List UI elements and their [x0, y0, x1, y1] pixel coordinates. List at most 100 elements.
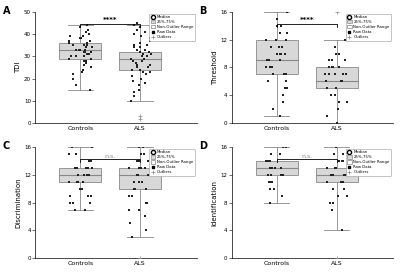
Point: [84, 43, 90, 47]
Point: [88, 165, 95, 170]
Point: [84, 52, 91, 56]
Point: [331, 165, 338, 170]
Point: [264, 79, 271, 84]
Point: [344, 100, 350, 105]
Point: [79, 67, 86, 72]
Point: [67, 34, 73, 38]
Text: n.s.: n.s.: [104, 153, 116, 159]
Y-axis label: Threshold: Threshold: [212, 50, 218, 85]
Point: [88, 65, 94, 70]
Text: ****: ****: [300, 17, 314, 23]
Point: [274, 16, 280, 21]
Point: [70, 200, 76, 205]
Point: [330, 200, 337, 205]
Point: [76, 48, 83, 52]
Bar: [256, 40, 298, 75]
Point: [333, 86, 340, 91]
Point: [131, 186, 138, 191]
Point: [83, 59, 89, 63]
Point: [84, 27, 91, 32]
Point: [142, 81, 148, 85]
Point: [264, 58, 270, 63]
Point: [88, 193, 94, 198]
Point: [134, 21, 140, 25]
Point: [340, 72, 346, 77]
Point: [131, 43, 137, 47]
Point: [339, 159, 346, 163]
Bar: [256, 161, 298, 175]
Point: [84, 173, 90, 177]
Bar: [59, 43, 101, 58]
Point: [274, 51, 280, 56]
Point: [144, 200, 150, 205]
Point: [129, 193, 135, 198]
Point: [139, 70, 146, 74]
Point: [329, 173, 336, 177]
Point: [131, 179, 138, 184]
Point: [331, 72, 338, 77]
Point: [143, 186, 149, 191]
Point: [263, 159, 269, 163]
Point: [340, 159, 347, 163]
Point: [135, 173, 142, 177]
Point: [277, 165, 284, 170]
Point: [333, 165, 340, 170]
Point: [282, 51, 288, 56]
Point: [73, 48, 80, 52]
Point: [69, 145, 76, 149]
Legend: Median, 25%-75%, Non-Outlier Range, Raw Data, Outliers: Median, 25%-75%, Non-Outlier Range, Raw …: [346, 14, 391, 41]
Point: [283, 79, 290, 84]
Point: [278, 165, 284, 170]
Point: [146, 38, 153, 43]
Point: [88, 45, 95, 50]
Point: [82, 207, 88, 212]
Point: [148, 52, 154, 56]
Point: [147, 70, 153, 74]
Point: [75, 173, 81, 177]
Point: [341, 186, 347, 191]
Point: [129, 67, 135, 72]
Point: [134, 173, 140, 177]
Point: [87, 88, 94, 92]
Point: [342, 58, 348, 63]
Point: [277, 114, 284, 118]
Point: [138, 179, 145, 184]
Point: [284, 10, 290, 14]
Point: [128, 99, 134, 103]
Point: [342, 37, 348, 42]
Point: [86, 38, 93, 43]
Point: [67, 193, 73, 198]
Point: [129, 74, 136, 79]
Text: C: C: [3, 141, 10, 151]
Point: [72, 207, 78, 212]
Point: [72, 54, 79, 58]
Point: [277, 51, 284, 56]
Point: [283, 145, 289, 149]
Point: [267, 152, 274, 156]
Point: [324, 114, 330, 118]
Point: [268, 152, 274, 156]
Point: [336, 65, 342, 70]
Point: [134, 65, 140, 70]
Point: [86, 159, 92, 163]
Point: [138, 165, 144, 170]
Text: D: D: [199, 141, 207, 151]
Point: [68, 54, 74, 58]
Point: [136, 88, 142, 92]
Point: [134, 63, 140, 67]
Point: [82, 45, 89, 50]
Point: [134, 173, 140, 177]
Point: [276, 44, 282, 49]
Point: [146, 50, 152, 54]
Legend: Median, 25%-75%, Non-Outlier Range, Raw Data, Outliers: Median, 25%-75%, Non-Outlier Range, Raw …: [346, 149, 391, 176]
Point: [84, 173, 90, 177]
Point: [141, 56, 148, 61]
Point: [81, 43, 88, 47]
Point: [278, 23, 284, 28]
Point: [77, 36, 83, 41]
Point: [82, 48, 88, 52]
Point: [280, 145, 286, 149]
Point: [262, 37, 269, 42]
Point: [329, 65, 336, 70]
Point: [82, 29, 89, 34]
